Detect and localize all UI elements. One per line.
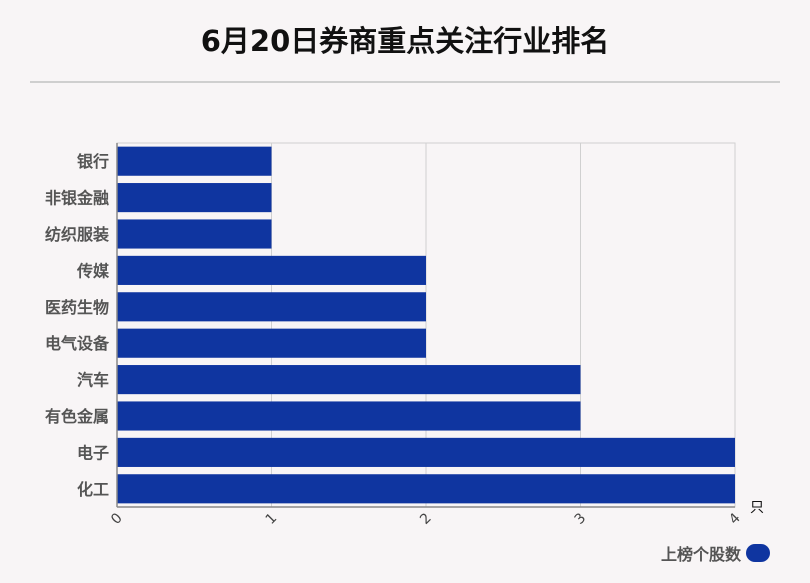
x-tick-label: 2 <box>417 510 435 528</box>
x-tick-label: 0 <box>108 510 126 528</box>
category-label: 纺织服装 <box>45 225 109 244</box>
category-label: 非银金融 <box>45 189 109 208</box>
x-unit-label: 只 <box>750 500 764 516</box>
bar <box>117 328 426 358</box>
x-tick-label: 3 <box>572 510 590 528</box>
bar <box>117 437 735 467</box>
legend: 上榜个股数 <box>661 541 770 565</box>
bar <box>117 219 272 249</box>
bar <box>117 474 735 504</box>
bar <box>117 365 581 395</box>
bar <box>117 292 426 322</box>
legend-swatch <box>746 544 770 562</box>
bar <box>117 183 272 213</box>
title-divider <box>30 81 780 83</box>
category-label: 有色金属 <box>45 407 109 426</box>
chart-title: 6月20日券商重点关注行业排名 <box>200 24 610 58</box>
category-label: 医药生物 <box>45 298 109 317</box>
category-label: 电子 <box>77 443 109 462</box>
x-tick-label: 1 <box>263 510 281 528</box>
bar <box>117 401 581 431</box>
category-label: 汽车 <box>77 371 109 390</box>
bar <box>117 255 426 285</box>
x-tick-label: 4 <box>726 510 744 528</box>
legend-label: 上榜个股数 <box>660 545 741 564</box>
category-label: 化工 <box>77 480 109 499</box>
category-label: 电气设备 <box>45 334 110 353</box>
bar <box>117 146 272 176</box>
category-label: 银行 <box>77 152 109 171</box>
category-label: 传媒 <box>76 261 110 280</box>
